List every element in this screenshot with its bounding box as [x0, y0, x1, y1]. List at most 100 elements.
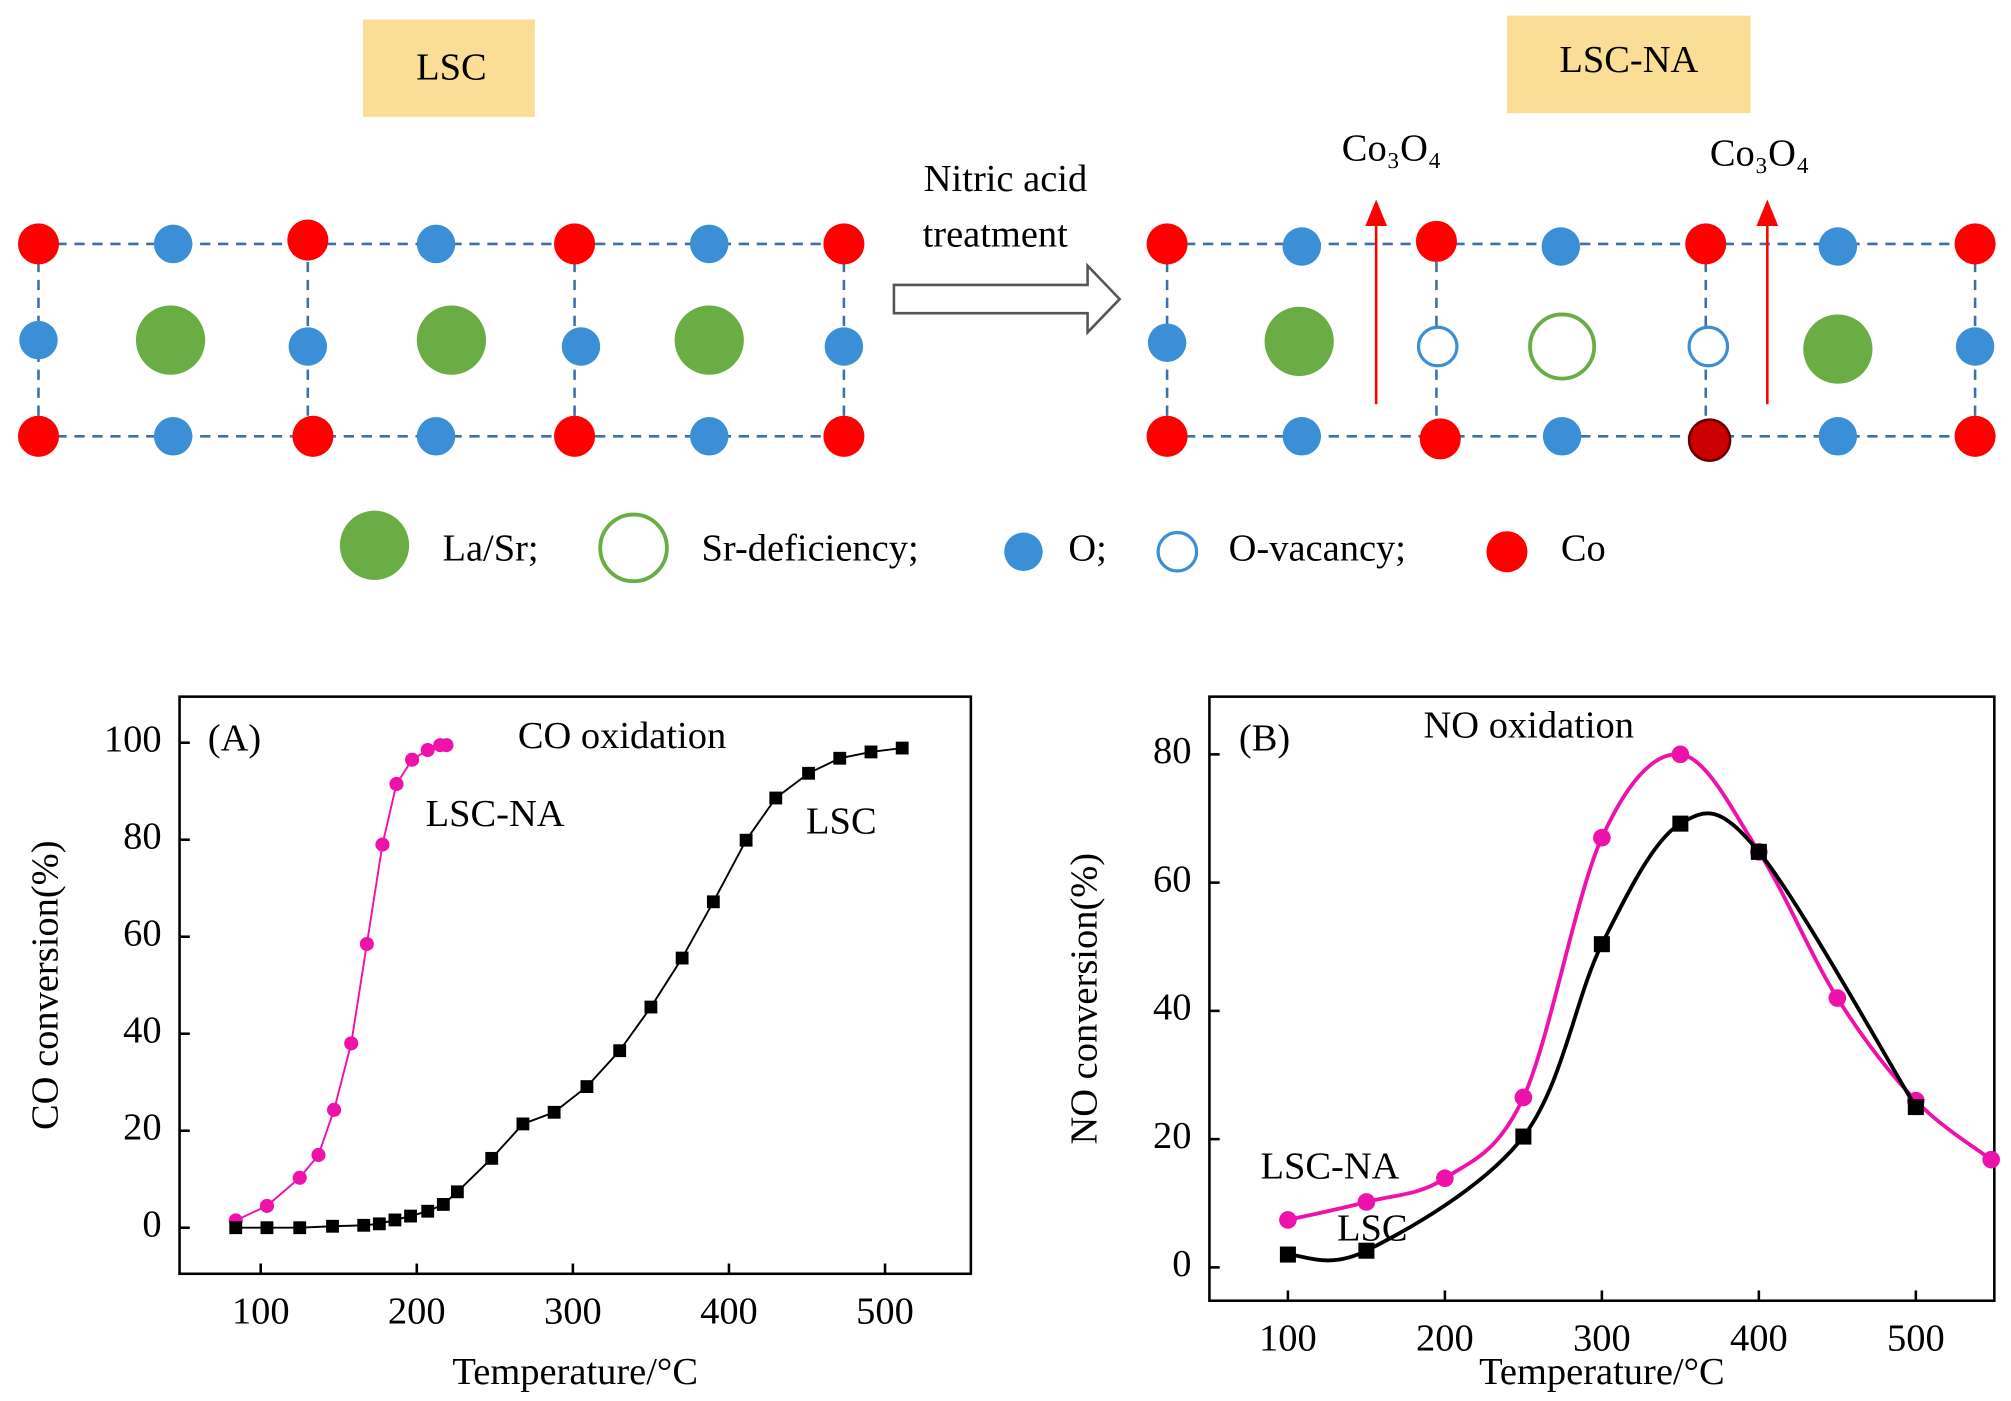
point — [675, 951, 689, 965]
point — [259, 1198, 275, 1213]
point — [580, 1080, 594, 1093]
legend-label: Co — [1561, 528, 1606, 570]
point — [357, 1218, 371, 1232]
point — [359, 936, 374, 952]
process-arrow — [892, 262, 1122, 336]
series-label: LSC-NA — [1261, 1146, 1400, 1188]
y-tick-label: 60 — [1153, 858, 1191, 900]
point — [1358, 1242, 1375, 1259]
chart-title: CO oxidation — [518, 715, 726, 757]
point — [1436, 1169, 1454, 1188]
point — [405, 752, 420, 767]
point — [1672, 815, 1689, 832]
point — [1671, 745, 1690, 764]
sr-deficiency — [1528, 312, 1597, 381]
y-tick-label: 20 — [1153, 1115, 1191, 1157]
series-label: LSC-NA — [426, 793, 565, 835]
y-tick-label: 0 — [142, 1204, 161, 1246]
point — [388, 1213, 402, 1227]
y-tick-label: 100 — [104, 719, 162, 761]
point — [1279, 1211, 1297, 1229]
series-line — [1287, 752, 1993, 1222]
series-label: LSC — [1337, 1207, 1408, 1249]
point — [1515, 1128, 1532, 1145]
point — [439, 738, 454, 753]
right-label: LSC-NA — [1559, 39, 1698, 81]
series-line — [1287, 811, 1918, 1263]
point — [1279, 1246, 1296, 1263]
point — [1828, 989, 1847, 1007]
series-line — [235, 744, 447, 1222]
point — [864, 745, 878, 759]
legend-label: O-vacancy; — [1229, 528, 1406, 570]
point — [739, 833, 753, 847]
point — [706, 895, 720, 909]
series-line — [235, 747, 903, 1229]
o-atoms — [19, 224, 864, 456]
diagram: LSC LSC-NA Nitric acid treatment Co₃O₄ C… — [17, 15, 1996, 584]
y-axis-label: NO conversion(%) — [1063, 853, 1105, 1145]
x-tick-label: 500 — [856, 1291, 914, 1333]
x-tick-label: 200 — [1416, 1318, 1474, 1360]
co-atoms — [1146, 220, 1996, 462]
legend-label: Sr-deficiency; — [702, 528, 919, 570]
point — [311, 1147, 326, 1163]
point — [450, 1185, 464, 1199]
extraction-arrows — [1365, 199, 1779, 405]
point — [802, 766, 815, 780]
y-tick-label: 80 — [123, 816, 161, 858]
series-label: LSC — [806, 801, 877, 843]
left-lattice — [17, 219, 865, 457]
x-tick-label: 400 — [1730, 1318, 1788, 1360]
o-atoms — [1147, 227, 1995, 456]
x-tick-label: 400 — [700, 1291, 758, 1333]
arrow-label: treatment — [923, 213, 1069, 255]
legend-label: La/Sr; — [442, 528, 538, 570]
point — [1593, 936, 1610, 953]
right-lattice — [1146, 199, 1996, 462]
point — [404, 1209, 417, 1223]
la-atom — [1264, 306, 1334, 377]
x-tick-label: 300 — [544, 1291, 602, 1333]
diagram-legend: La/Sr; Sr-deficiency; O; O-vacancy; Co — [339, 510, 1606, 584]
point — [436, 1198, 450, 1211]
product-label: Co₃O₄ — [1710, 133, 1810, 175]
point — [895, 741, 909, 755]
point — [372, 1217, 386, 1231]
point — [1750, 843, 1767, 860]
point — [344, 1036, 359, 1051]
y-tick-label: 80 — [1153, 730, 1191, 772]
point — [833, 751, 847, 765]
point — [613, 1044, 627, 1058]
y-tick-label: 40 — [123, 1010, 161, 1052]
point — [1514, 1088, 1533, 1107]
y-tick-label: 60 — [123, 913, 161, 955]
point — [375, 837, 390, 852]
y-tick-label: 20 — [123, 1107, 161, 1149]
point — [292, 1170, 307, 1185]
plot-frame — [178, 695, 973, 1276]
point — [293, 1221, 307, 1235]
point — [1357, 1193, 1376, 1211]
label-box — [362, 19, 535, 117]
point — [420, 742, 435, 758]
point — [485, 1151, 499, 1165]
point — [389, 776, 404, 792]
arrow-label: Nitric acid — [924, 158, 1087, 200]
point — [421, 1204, 435, 1218]
x-tick-label: 100 — [1259, 1318, 1317, 1360]
la-atoms — [135, 305, 744, 375]
x-tick-label: 300 — [1573, 1318, 1631, 1360]
point — [1982, 1150, 2001, 1169]
product-label: Co₃O₄ — [1342, 127, 1442, 169]
la-atom — [1803, 314, 1873, 384]
x-tick-label: 500 — [1887, 1318, 1945, 1360]
point — [327, 1102, 342, 1117]
x-axis-label: Temperature/°C — [452, 1351, 698, 1393]
point — [1907, 1099, 1924, 1116]
co-atoms — [17, 219, 865, 457]
x-tick-label: 100 — [232, 1291, 290, 1333]
left-label: LSC — [416, 47, 487, 89]
o-vacancies — [1416, 325, 1730, 368]
